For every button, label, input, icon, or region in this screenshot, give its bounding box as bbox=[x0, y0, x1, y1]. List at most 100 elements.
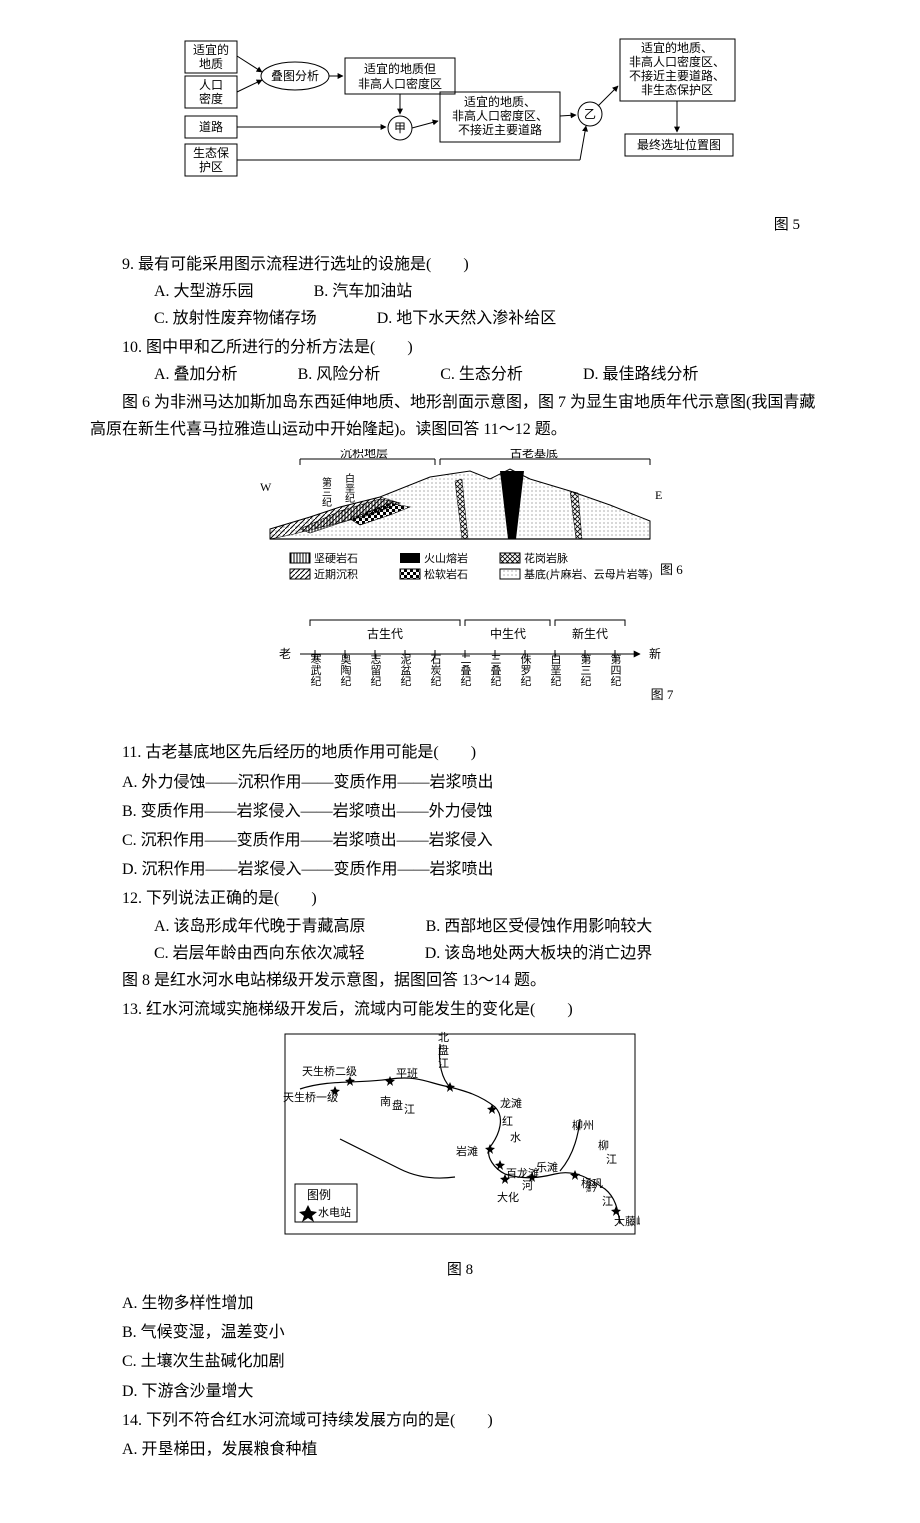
fig8-svg: 天生桥二级天生桥一级平班龙滩岩滩百龙滩乐滩桥巩大化大藤峡北盘江南盘江红水河柳州柳… bbox=[280, 1029, 640, 1249]
q9-a: A. 大型游乐园 bbox=[122, 278, 254, 305]
flow-b2-l2: 密度 bbox=[199, 91, 223, 106]
flow-b4-l2: 护区 bbox=[199, 160, 223, 174]
fig7-period-3: 泥盆纪 bbox=[399, 653, 412, 686]
fig8-place-2: 平班 bbox=[396, 1067, 418, 1080]
fig7-era-1: 中生代 bbox=[490, 626, 526, 641]
fig8-extra-10: 柳 bbox=[598, 1138, 609, 1152]
flow-m1-l2: 非高人口密度区 bbox=[358, 76, 442, 91]
flow-b2-l1: 人口 bbox=[199, 78, 223, 92]
q12-row2: C. 岩层年龄由西向东依次减轻 D. 该岛地处两大板块的消亡边界 bbox=[90, 940, 830, 967]
fig7-period-4: 石炭纪 bbox=[429, 654, 442, 687]
fig8-place-6: 百龙滩 bbox=[506, 1166, 539, 1180]
fig7-era-0: 古生代 bbox=[367, 626, 403, 641]
figure-5: 适宜的 地质 人口 密度 道路 生态保 护区 叠图分析 适宜的地质但 非高人口密… bbox=[90, 36, 830, 213]
fig8-legend-item: 水电站 bbox=[318, 1205, 351, 1219]
flow-r2: 最终选址位置图 bbox=[637, 137, 721, 152]
fig8-extra-9: 柳州 bbox=[572, 1118, 594, 1132]
q11-c: C. 沉积作用——变质作用——岩浆喷出——岩浆侵入 bbox=[90, 827, 830, 854]
fig7-era-2: 新生代 bbox=[572, 626, 608, 641]
flow-r1-l4: 非生态保护区 bbox=[641, 83, 713, 97]
q9-stem: 9. 最有可能采用图示流程进行选址的设施是( ) bbox=[90, 251, 830, 278]
fig7-period-6: 三叠纪 bbox=[489, 654, 502, 687]
fig6-leg-3: 松软岩石 bbox=[424, 567, 468, 581]
q14-a: A. 开垦梯田，发展粮食种植 bbox=[90, 1436, 830, 1463]
flow-b1-l1: 适宜的 bbox=[193, 42, 229, 57]
fig6-midlabel-1: 白垩纪 bbox=[343, 472, 355, 503]
fig7-period-5: 二叠纪 bbox=[459, 654, 472, 687]
fig8-extra-3: 南 bbox=[380, 1095, 391, 1108]
fig8-label: 图 8 bbox=[90, 1258, 830, 1284]
fig8-extra-4: 盘 bbox=[392, 1098, 403, 1112]
fig8-place-4: 龙滩 bbox=[500, 1096, 522, 1110]
fig7-label: 图 7 bbox=[651, 687, 674, 702]
fig7-period-0: 寒武纪 bbox=[309, 652, 322, 686]
q10-b: B. 风险分析 bbox=[266, 361, 381, 388]
q9-c: C. 放射性废弃物储存场 bbox=[122, 305, 317, 332]
q10-d: D. 最佳路线分析 bbox=[551, 361, 699, 388]
q9-b: B. 汽车加油站 bbox=[282, 278, 413, 305]
flow-yi: 乙 bbox=[584, 107, 596, 121]
fig6-leg-1: 近期沉积 bbox=[314, 568, 358, 581]
q11-d: D. 沉积作用——岩浆侵入——变质作用——岩浆喷出 bbox=[90, 856, 830, 883]
q12-c: C. 岩层年龄由西向东依次减轻 bbox=[122, 940, 365, 967]
fig6-top-right: 古老基底 bbox=[510, 449, 558, 460]
fig8-place-9: 大化 bbox=[497, 1190, 519, 1204]
q13-b: B. 气候变湿，温差变小 bbox=[90, 1319, 830, 1346]
q10-a: A. 叠加分析 bbox=[122, 361, 238, 388]
figure-7: 古生代 中生代 新生代 老 新 寒武纪奥陶纪志留纪泥盆纪石炭纪二叠纪三叠纪侏罗纪… bbox=[90, 614, 830, 733]
fig8-extra-5: 江 bbox=[404, 1103, 415, 1116]
fig7-period-8: 白垩纪 bbox=[549, 652, 562, 686]
fig7-svg: 古生代 中生代 新生代 老 新 寒武纪奥陶纪志留纪泥盆纪石炭纪二叠纪三叠纪侏罗纪… bbox=[230, 614, 690, 724]
fig8-place-0: 天生桥二级 bbox=[302, 1064, 357, 1078]
fig8-extra-0: 北 bbox=[438, 1031, 449, 1044]
figure-5-label: 图 5 bbox=[90, 213, 830, 239]
flow-m2-l1: 适宜的地质、 bbox=[464, 94, 536, 109]
fig6-label: 图 6 bbox=[660, 562, 683, 577]
fig6-top-left: 沉积地层 bbox=[340, 449, 388, 460]
figure-8: 天生桥二级天生桥一级平班龙滩岩滩百龙滩乐滩桥巩大化大藤峡北盘江南盘江红水河柳州柳… bbox=[90, 1029, 830, 1284]
flow-b4-l1: 生态保 bbox=[193, 146, 229, 160]
q12-b: B. 西部地区受侵蚀作用影响较大 bbox=[394, 913, 653, 940]
fig6-leg-4: 花岗岩脉 bbox=[524, 551, 568, 565]
fig6-leg-2: 火山熔岩 bbox=[424, 551, 468, 565]
flow-r1-l3: 不接近主要道路、 bbox=[629, 68, 725, 83]
fig8-place-5: 岩滩 bbox=[456, 1144, 478, 1158]
fig8-extra-1: 盘 bbox=[438, 1043, 449, 1057]
fig7-period-2: 志留纪 bbox=[369, 653, 382, 686]
q14-stem: 14. 下列不符合红水河流域可持续发展方向的是( ) bbox=[90, 1407, 830, 1434]
q10-c: C. 生态分析 bbox=[408, 361, 523, 388]
flow-m2-l2: 非高人口密度区、 bbox=[452, 108, 548, 123]
q9-options-1: A. 大型游乐园 B. 汽车加油站 bbox=[90, 278, 830, 305]
q13-a: A. 生物多样性增加 bbox=[90, 1290, 830, 1317]
fig8-legend-title: 图例 bbox=[307, 1188, 331, 1202]
fig6-leg-0: 坚硬岩石 bbox=[314, 551, 358, 565]
fig8-extra-12: 黔 bbox=[586, 1180, 597, 1194]
fig7-period-7: 侏罗纪 bbox=[519, 653, 532, 686]
fig8-place-1: 天生桥一级 bbox=[283, 1090, 338, 1104]
q11-a: A. 外力侵蚀——沉积作用——变质作用——岩浆喷出 bbox=[90, 769, 830, 796]
fig6-W: W bbox=[260, 480, 272, 494]
fig8-extra-13: 江 bbox=[602, 1195, 613, 1208]
q13-c: C. 土壤次生盐碱化加剧 bbox=[90, 1348, 830, 1375]
fig6-leg-5: 基底(片麻岩、云母片岩等) bbox=[524, 567, 653, 581]
flow-b1-l2: 地质 bbox=[199, 57, 223, 71]
fig8-extra-2: 江 bbox=[438, 1057, 449, 1070]
q12-a: A. 该岛形成年代晚于青藏高原 bbox=[122, 913, 366, 940]
fig7-new: 新 bbox=[649, 646, 661, 661]
fig6-midlabel-0: 第三纪 bbox=[320, 476, 332, 507]
q13-stem: 13. 红水河流域实施梯级开发后，流域内可能发生的变化是( ) bbox=[90, 996, 830, 1023]
fig8-place-7: 乐滩 bbox=[536, 1160, 558, 1174]
q13-d: D. 下游含沙量增大 bbox=[90, 1378, 830, 1405]
figure-6: 沉积地层 古老基底 W E 第三纪 白垩纪 坚硬岩石 近期沉积 火山熔岩 bbox=[90, 449, 830, 608]
flowchart-svg: 适宜的 地质 人口 密度 道路 生态保 护区 叠图分析 适宜的地质但 非高人口密… bbox=[180, 36, 740, 196]
fig7-period-10: 第四纪 bbox=[609, 652, 622, 686]
q12-d: D. 该岛地处两大板块的消亡边界 bbox=[393, 940, 653, 967]
fig8-extra-7: 水 bbox=[510, 1131, 521, 1144]
q12-row1: A. 该岛形成年代晚于青藏高原 B. 西部地区受侵蚀作用影响较大 bbox=[90, 913, 830, 940]
intro-fig8: 图 8 是红水河水电站梯级开发示意图，据图回答 13～14 题。 bbox=[90, 967, 830, 994]
fig8-extra-11: 江 bbox=[606, 1153, 617, 1166]
q10-stem: 10. 图中甲和乙所进行的分析方法是( ) bbox=[90, 334, 830, 361]
flow-r1-l1: 适宜的地质、 bbox=[641, 40, 713, 55]
q11-b: B. 变质作用——岩浆侵入——岩浆喷出——外力侵蚀 bbox=[90, 798, 830, 825]
fig6-E: E bbox=[655, 488, 662, 502]
